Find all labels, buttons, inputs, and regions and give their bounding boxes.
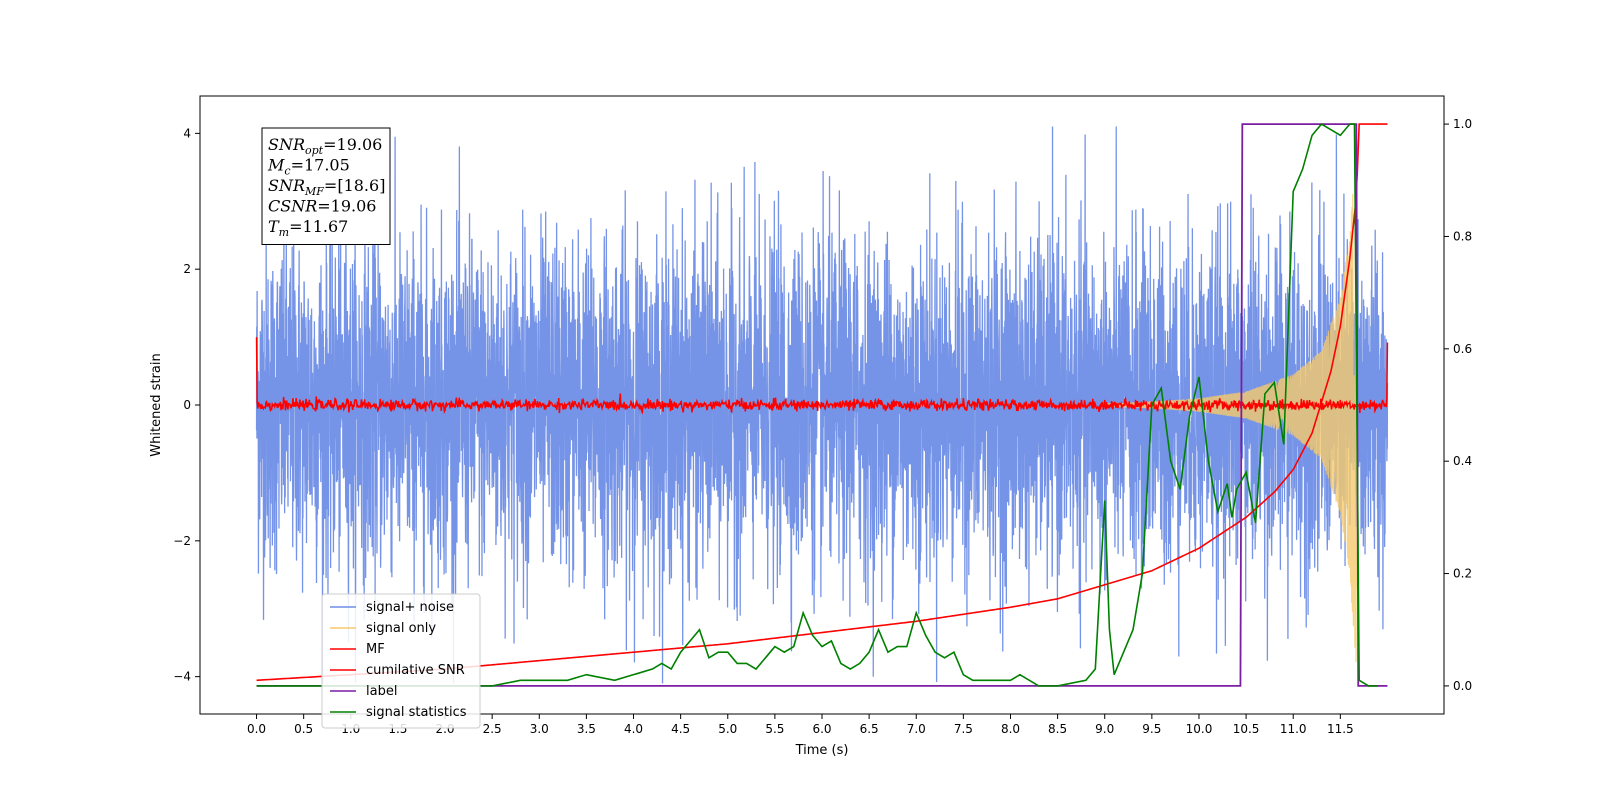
series-signal-statistics bbox=[256, 123, 1379, 687]
series-signal-noise bbox=[255, 126, 1389, 684]
y-right-tick-label: 0.6 bbox=[1453, 342, 1472, 356]
annotation-line: Mc=17.05 bbox=[267, 156, 350, 178]
y-left-tick-label: 0 bbox=[183, 398, 191, 412]
x-tick-label: 0.0 bbox=[247, 722, 266, 736]
y-axis-label-left: Whitened strain bbox=[149, 353, 164, 456]
legend-entry: signal only bbox=[366, 621, 436, 636]
legend-frame bbox=[321, 593, 481, 729]
y-right-tick-label: 0.2 bbox=[1453, 567, 1472, 581]
legend: signal+ noise signal only MF cumilative SNR… bbox=[321, 593, 481, 729]
x-tick-label: 8.5 bbox=[1048, 722, 1067, 736]
x-axis-label: Time (s) bbox=[795, 743, 849, 758]
x-tick-label: 3.5 bbox=[577, 722, 596, 736]
y-left-tick-label: −2 bbox=[173, 534, 191, 548]
annotation-line: SNRopt=19.06 bbox=[268, 135, 382, 157]
y-right-tick-label: 0.8 bbox=[1453, 229, 1472, 243]
x-tick-label: 8.0 bbox=[1001, 722, 1020, 736]
y-right-tick-label: 0.0 bbox=[1453, 679, 1472, 693]
x-tick-label: 5.5 bbox=[765, 722, 784, 736]
x-tick-label: 5.0 bbox=[718, 722, 737, 736]
x-tick-label: 4.0 bbox=[624, 722, 643, 736]
annotation-line: Tm=11.67 bbox=[268, 217, 348, 239]
legend-entry: MF bbox=[366, 642, 385, 657]
annotation-line: SNRMF=[18.6] bbox=[268, 176, 385, 198]
y-left-tick-label: −4 bbox=[173, 670, 191, 684]
y-right-tick-label: 1.0 bbox=[1453, 117, 1472, 131]
x-tick-label: 2.5 bbox=[483, 722, 502, 736]
stats-annotation-box: SNRopt=19.06Mc=17.05SNRMF=[18.6]CSNR=19.… bbox=[261, 127, 391, 245]
series-mf bbox=[255, 337, 1389, 415]
legend-entry: signal+ noise bbox=[366, 600, 454, 615]
y-axis-left: −4 −2 0 2 4 bbox=[173, 126, 200, 684]
x-tick-label: 7.5 bbox=[954, 722, 973, 736]
x-tick-label: 7.0 bbox=[907, 722, 926, 736]
x-tick-label: 6.0 bbox=[812, 722, 831, 736]
y-right-tick-label: 0.4 bbox=[1453, 454, 1472, 468]
annotation-frame bbox=[261, 127, 391, 245]
annotation-line: CSNR=19.06 bbox=[268, 197, 376, 216]
x-tick-label: 6.5 bbox=[860, 722, 879, 736]
x-tick-label: 10.0 bbox=[1186, 722, 1213, 736]
x-tick-label: 9.0 bbox=[1095, 722, 1114, 736]
x-tick-label: 9.5 bbox=[1142, 722, 1161, 736]
x-tick-label: 4.5 bbox=[671, 722, 690, 736]
x-tick-label: 11.0 bbox=[1280, 722, 1307, 736]
y-left-tick-label: 2 bbox=[183, 262, 191, 276]
legend-entry: cumilative SNR bbox=[366, 663, 465, 678]
series-label bbox=[256, 123, 1388, 687]
legend-entry: signal statistics bbox=[366, 705, 467, 720]
x-tick-label: 10.5 bbox=[1233, 722, 1260, 736]
x-tick-label: 3.0 bbox=[530, 722, 549, 736]
x-tick-label: 0.5 bbox=[294, 722, 313, 736]
y-left-tick-label: 4 bbox=[183, 126, 191, 140]
legend-entry: label bbox=[366, 684, 397, 699]
y-axis-right: 0.0 0.2 0.4 0.6 0.8 1.0 bbox=[1444, 117, 1472, 693]
x-tick-label: 11.5 bbox=[1327, 722, 1354, 736]
